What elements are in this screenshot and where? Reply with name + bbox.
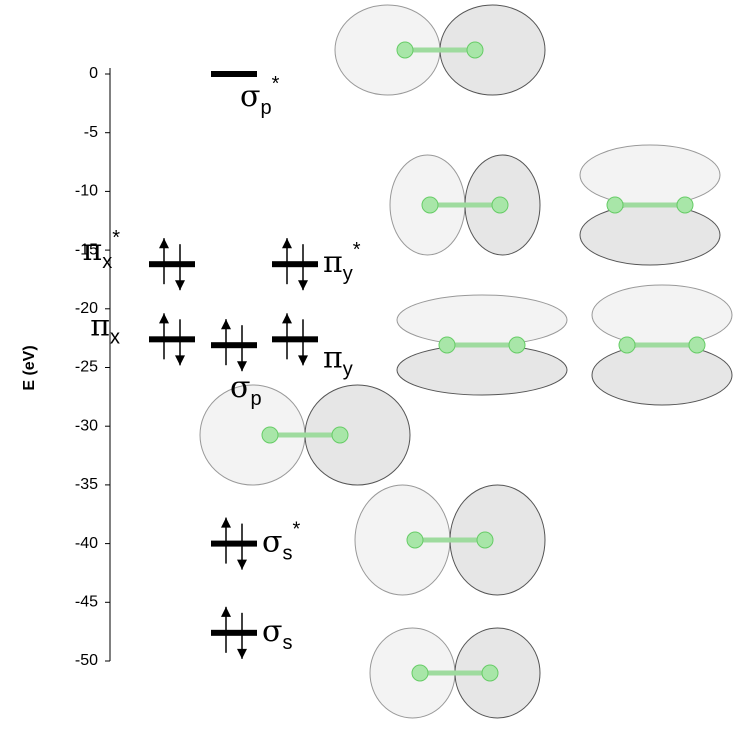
level-label-base: σ xyxy=(262,614,282,649)
level-label-base: σ xyxy=(262,525,282,560)
chart: E (eV) 0-5-10-15-20-25-30-35-40-45-50σp*… xyxy=(0,0,748,729)
electron-arrow-head xyxy=(221,319,231,329)
level-label: πy* xyxy=(323,239,361,285)
level-label: σs* xyxy=(262,519,300,565)
electron-arrow-head xyxy=(221,518,231,528)
y-tick-label: -35 xyxy=(75,476,98,493)
atom xyxy=(492,197,508,213)
orbital-lobe xyxy=(592,345,732,405)
level-label-sup: * xyxy=(112,227,120,249)
level-label-sub: y xyxy=(343,263,353,285)
electron-arrow-head xyxy=(237,649,247,659)
y-tick-label: -45 xyxy=(75,594,98,611)
level-label-sup: * xyxy=(272,73,280,95)
level-label-base: π xyxy=(90,308,110,343)
atom xyxy=(482,665,498,681)
electron-arrow-head xyxy=(282,238,292,248)
electron-arrow-head xyxy=(175,280,185,290)
level-label-sub: s xyxy=(282,543,292,565)
level-label-base: σ xyxy=(230,370,250,405)
atom xyxy=(412,665,428,681)
level-label-sub: x xyxy=(110,326,120,348)
energy-level xyxy=(211,630,257,636)
energy-level xyxy=(211,342,257,348)
electron-arrow-head xyxy=(159,238,169,248)
energy-level xyxy=(272,336,318,342)
electron-arrow-head xyxy=(175,355,185,365)
level-label: πx xyxy=(90,308,120,348)
y-tick-label: -5 xyxy=(84,124,98,141)
level-label-base: π xyxy=(323,245,343,280)
energy-level xyxy=(149,336,195,342)
level-label: σp xyxy=(230,370,262,410)
level-label: πy xyxy=(323,340,353,380)
atom xyxy=(439,337,455,353)
y-tick-label: -40 xyxy=(75,535,98,552)
energy-level xyxy=(149,261,195,267)
orbital-pictures xyxy=(200,5,732,718)
orbital-lobe xyxy=(580,205,720,265)
orbital-lobe xyxy=(580,145,720,205)
electron-arrow-head xyxy=(282,313,292,323)
y-tick-label: -50 xyxy=(75,652,98,669)
energy-level xyxy=(211,71,257,77)
level-label-sub: y xyxy=(343,358,353,380)
orbital-lobe xyxy=(397,345,567,395)
level-label-base: π xyxy=(82,233,102,268)
level-label-base: σ xyxy=(240,79,260,114)
energy-level xyxy=(272,261,318,267)
electron-arrow-head xyxy=(298,355,308,365)
electron-arrow-head xyxy=(159,313,169,323)
level-label-sup: * xyxy=(353,239,361,261)
level-label-sub: x xyxy=(102,251,112,273)
atom xyxy=(619,337,635,353)
level-label-sub: p xyxy=(260,97,271,119)
atom xyxy=(422,197,438,213)
atom xyxy=(677,197,693,213)
atom xyxy=(332,427,348,443)
atom xyxy=(262,427,278,443)
atom xyxy=(607,197,623,213)
atom xyxy=(509,337,525,353)
orbital-lobe xyxy=(592,285,732,345)
orbital-lobe xyxy=(397,295,567,345)
level-label-sup: * xyxy=(292,519,300,541)
level-label: πx* xyxy=(82,227,120,273)
electron-arrow-head xyxy=(221,607,231,617)
electron-arrow-head xyxy=(237,560,247,570)
electron-arrow-head xyxy=(298,280,308,290)
atom xyxy=(477,532,493,548)
energy-level xyxy=(211,541,257,547)
level-label: σp* xyxy=(240,73,280,119)
y-tick-label: 0 xyxy=(89,65,98,82)
y-tick-label: -25 xyxy=(75,359,98,376)
level-label-base: π xyxy=(323,340,343,375)
level-label-sub: s xyxy=(282,632,292,654)
atom xyxy=(689,337,705,353)
level-label: σs xyxy=(262,614,292,654)
atom xyxy=(407,532,423,548)
atom xyxy=(397,42,413,58)
y-tick-label: -30 xyxy=(75,417,98,434)
y-axis-label: E (eV) xyxy=(21,345,38,390)
atom xyxy=(467,42,483,58)
level-label-sub: p xyxy=(250,388,261,410)
y-tick-label: -10 xyxy=(75,183,98,200)
